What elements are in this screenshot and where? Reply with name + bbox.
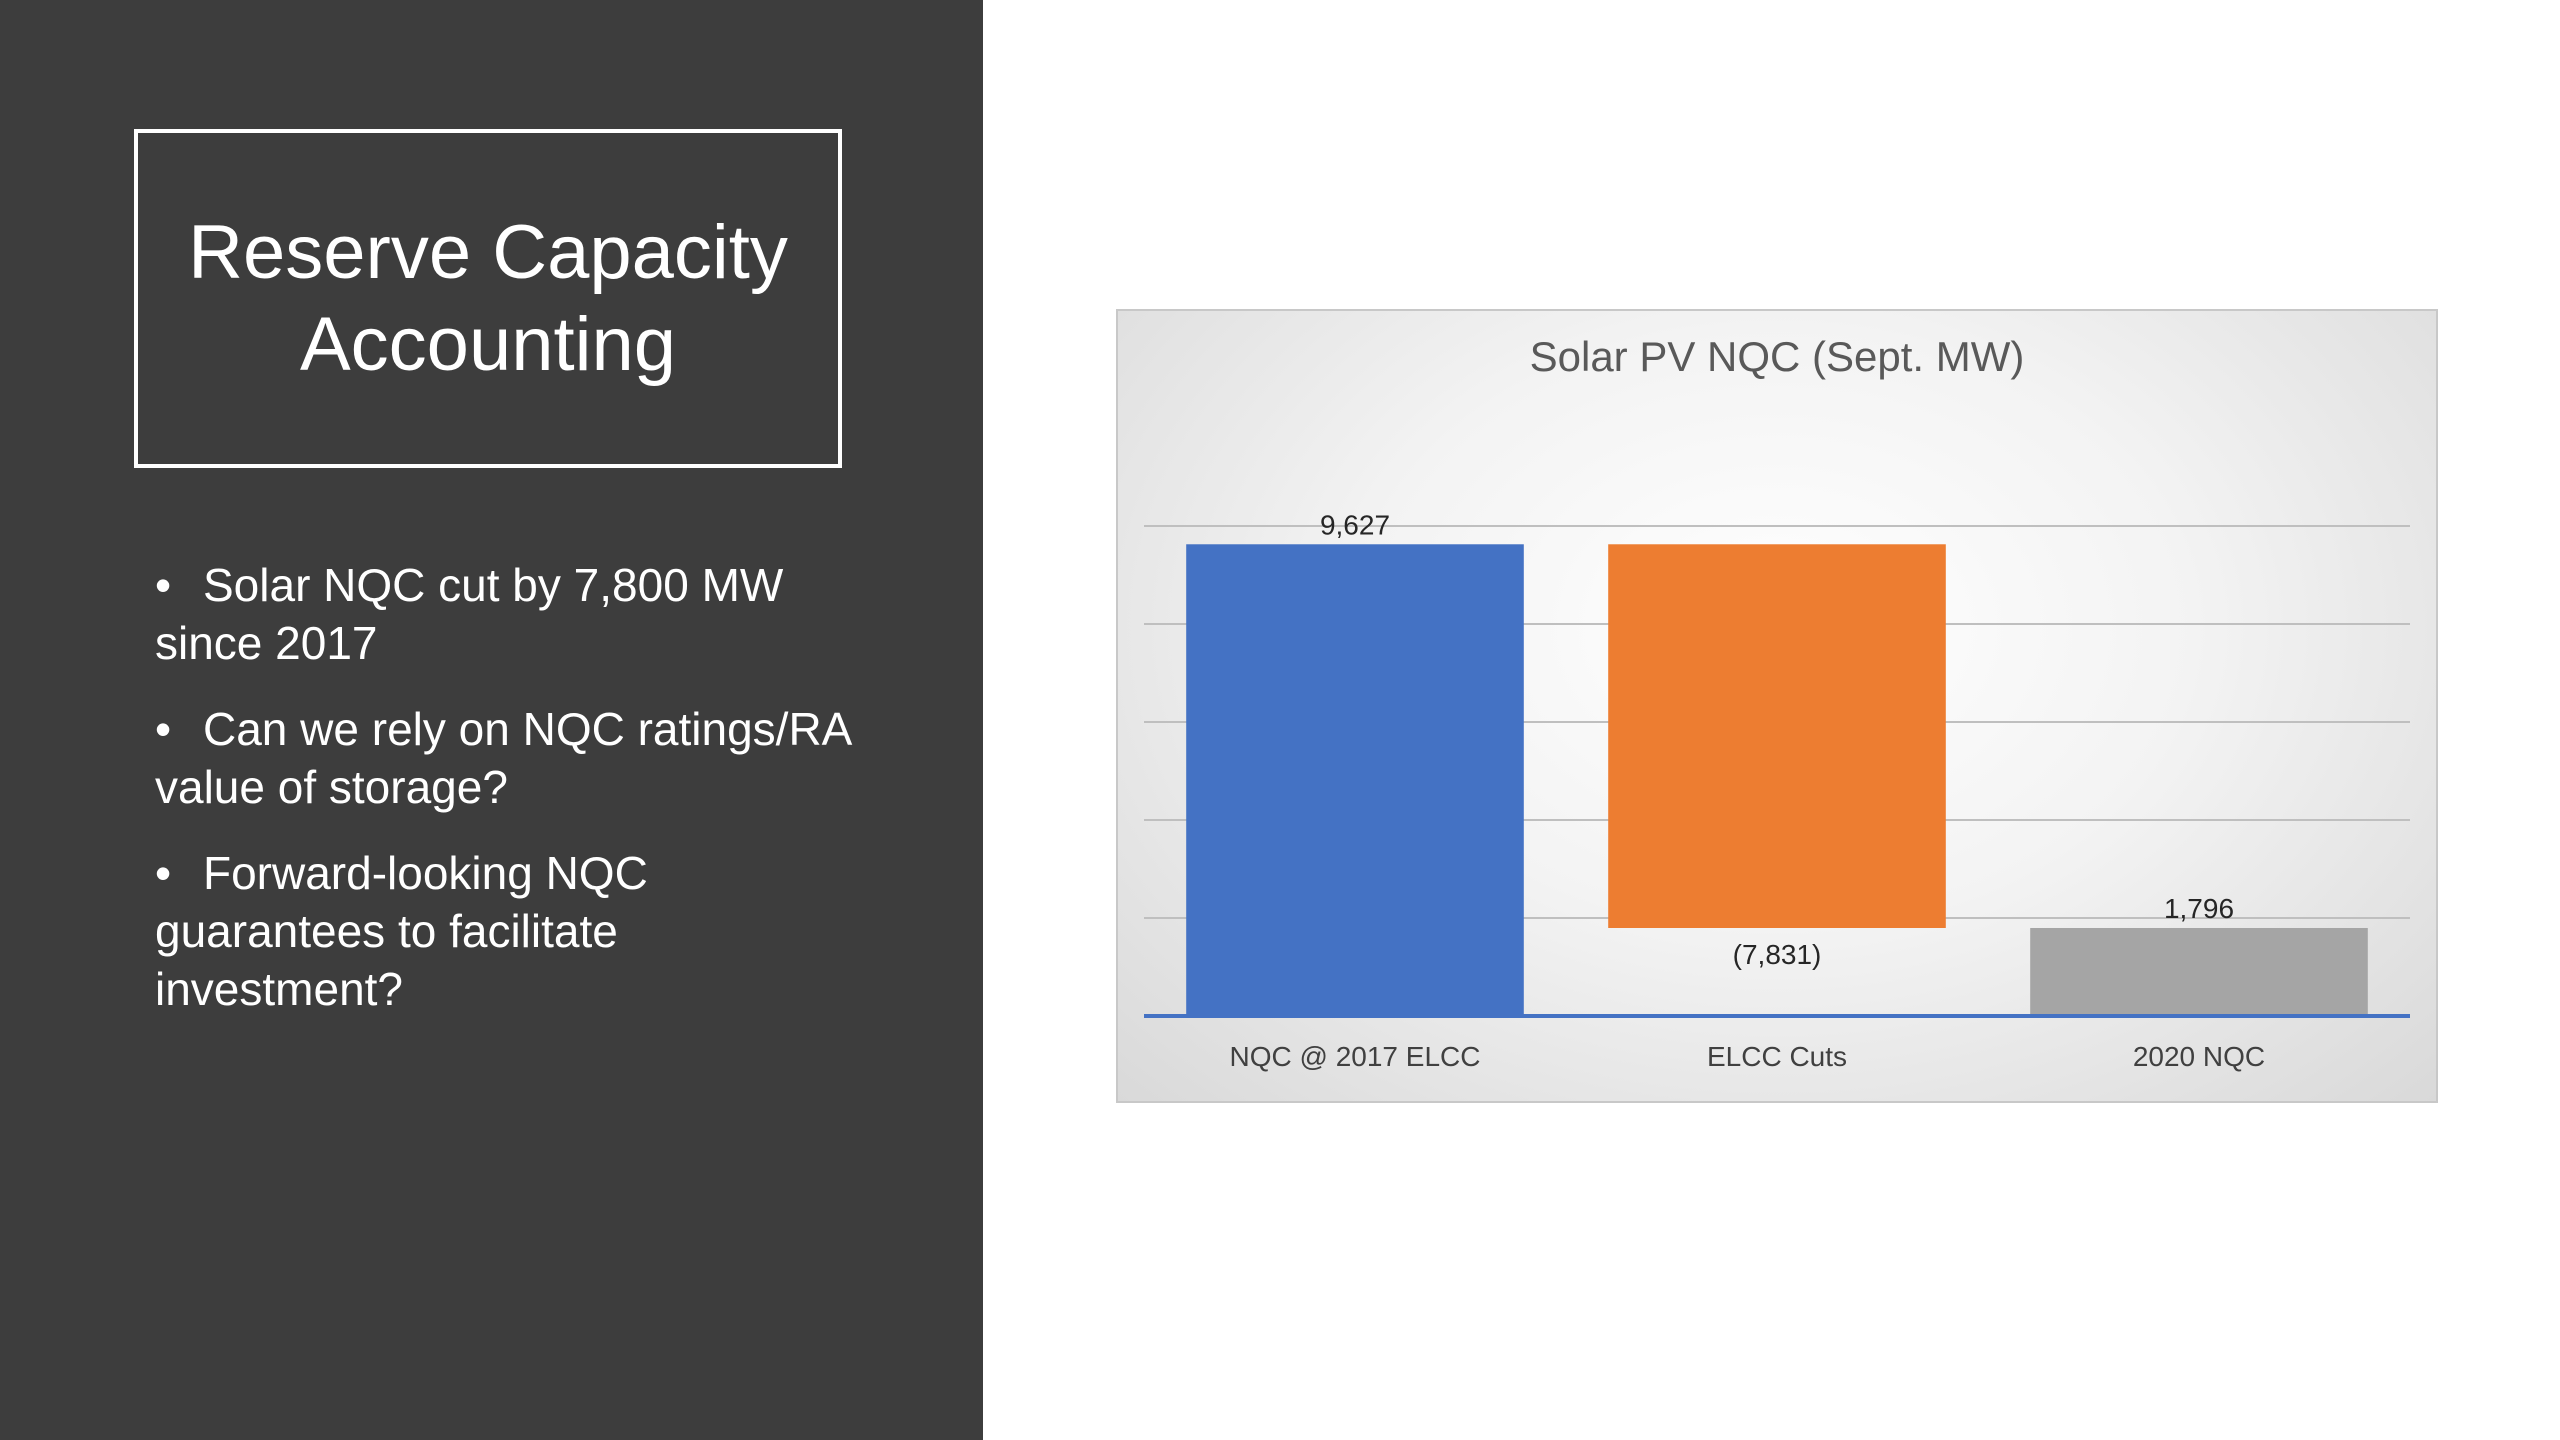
bar-0 [1186, 544, 1524, 1016]
title-box: Reserve Capacity Accounting [134, 129, 842, 468]
x-axis: NQC @ 2017 ELCC ELCC Cuts 2020 NQC [1144, 1014, 2410, 1072]
bullet-icon: • [155, 559, 172, 611]
chart-title: Solar PV NQC (Sept. MW) [1530, 333, 2025, 380]
chart-area: Solar PV NQC (Sept. MW) 9,627 (7,831) 1,79… [1116, 309, 2438, 1103]
data-labels: 9,627 (7,831) 1,796 [1320, 509, 2234, 970]
data-label-1: (7,831) [1733, 939, 1822, 970]
bar-1 [1608, 544, 1946, 928]
bullet-icon: • [155, 847, 172, 899]
bullet-text: Solar NQC cut by 7,800 MW since 2017 [155, 559, 784, 669]
bullet-list: • Solar NQC cut by 7,800 MW since 2017 • C… [155, 556, 875, 1046]
bullet-text: Can we rely on NQC ratings/RA value of s… [155, 703, 850, 813]
left-panel: Reserve Capacity Accounting • Solar NQC c… [0, 0, 983, 1440]
bullet-text: Forward-looking NQC guarantees to facili… [155, 847, 648, 1015]
chart-svg: Solar PV NQC (Sept. MW) 9,627 (7,831) 1,79… [1144, 333, 2410, 1072]
category-label-1: ELCC Cuts [1707, 1041, 1847, 1072]
bars [1186, 544, 2368, 1016]
bullet-item: • Solar NQC cut by 7,800 MW since 2017 [155, 556, 875, 672]
data-label-2: 1,796 [2164, 893, 2234, 924]
category-label-0: NQC @ 2017 ELCC [1230, 1041, 1481, 1072]
category-label-2: 2020 NQC [2133, 1041, 2265, 1072]
data-label-0: 9,627 [1320, 509, 1390, 540]
bullet-item: • Forward-looking NQC guarantees to facil… [155, 844, 875, 1018]
bullet-icon: • [155, 703, 172, 755]
bullet-item: • Can we rely on NQC ratings/RA value of … [155, 700, 875, 816]
bar-2 [2030, 927, 2368, 1016]
slide-title: Reserve Capacity Accounting [188, 209, 788, 387]
